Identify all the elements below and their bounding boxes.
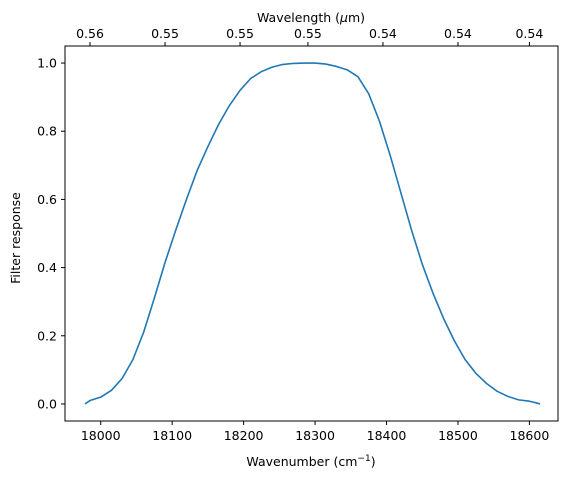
top-tick-label: 0.55 <box>151 26 179 41</box>
y-tick-label: 0.0 <box>37 396 57 411</box>
top-tick-label: 0.55 <box>226 26 254 41</box>
top-tick-label: 0.54 <box>369 26 397 41</box>
y-ticks: 0.0 0.2 0.4 0.6 0.8 1.0 <box>37 56 65 411</box>
top-x-ticks: 0.56 0.55 0.55 0.55 0.54 0.54 0.54 <box>76 26 543 46</box>
x-axis-title: Wavenumber (cm−1) <box>246 454 375 469</box>
y-tick-label: 0.8 <box>37 124 57 139</box>
x-axis-title-superscript: −1 <box>357 454 370 464</box>
top-axis-title-main: Wavelength ( <box>257 10 340 25</box>
x-axis-title-close: ) <box>371 454 376 469</box>
top-tick-label: 0.55 <box>294 26 322 41</box>
y-tick-label: 1.0 <box>37 56 57 71</box>
x-tick-label: 18300 <box>295 428 335 443</box>
top-axis-title-rest: m) <box>348 10 365 25</box>
y-tick-label: 0.6 <box>37 192 57 207</box>
y-tick-label: 0.4 <box>37 260 57 275</box>
x-axis-title-main: Wavenumber (cm <box>246 454 357 469</box>
x-tick-label: 18100 <box>152 428 192 443</box>
series-line <box>84 62 541 405</box>
x-tick-label: 18200 <box>224 428 264 443</box>
top-axis-title: Wavelength (μm) <box>257 10 365 25</box>
x-tick-label: 18600 <box>510 428 550 443</box>
plot-area <box>64 45 559 422</box>
y-tick-label: 0.2 <box>37 328 57 343</box>
top-tick-label: 0.54 <box>444 26 472 41</box>
y-axis-title: Filter response <box>8 192 23 284</box>
x-tick-label: 18500 <box>438 428 478 443</box>
top-tick-label: 0.56 <box>76 26 104 41</box>
top-tick-label: 0.54 <box>515 26 543 41</box>
x-tick-label: 18000 <box>81 428 121 443</box>
bottom-x-ticks: 18000 18100 18200 18300 18400 18500 18600 <box>81 421 550 443</box>
x-tick-label: 18400 <box>367 428 407 443</box>
top-axis-title-mu: μ <box>339 10 348 25</box>
